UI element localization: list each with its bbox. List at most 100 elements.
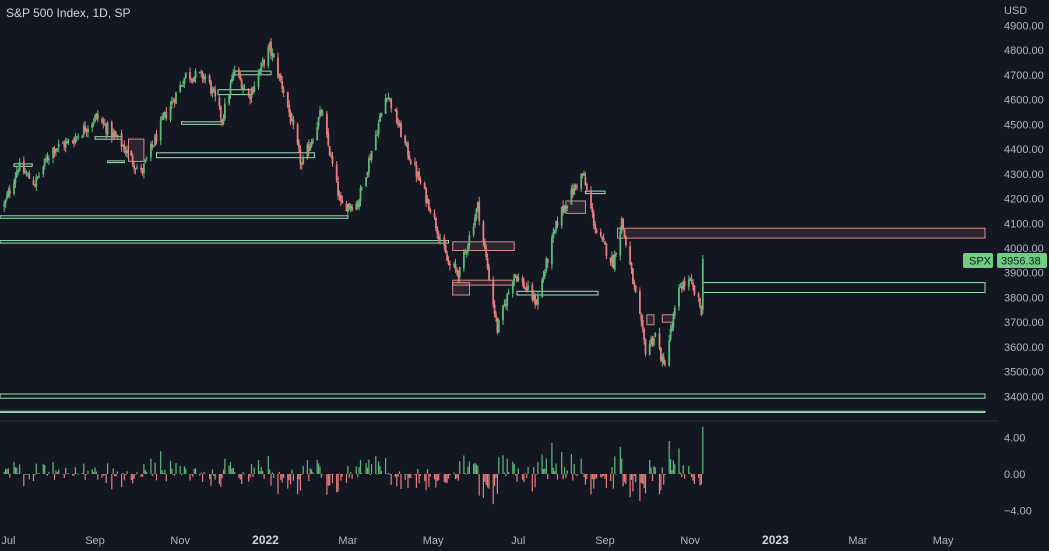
oscillator-bar xyxy=(153,473,155,475)
oscillator-bar xyxy=(340,474,342,481)
oscillator-bar xyxy=(143,464,145,474)
oscillator-bar xyxy=(181,474,183,476)
oscillator-bar xyxy=(612,474,614,489)
oscillator-bar xyxy=(531,474,533,492)
oscillator-bar xyxy=(351,474,353,479)
oscillator-bar xyxy=(13,461,15,474)
candle-body xyxy=(134,169,137,170)
oscillator-bar xyxy=(221,474,223,479)
candle-body xyxy=(247,89,250,96)
candle-body xyxy=(267,47,270,67)
oscillator-bar xyxy=(396,474,398,487)
candle-body xyxy=(298,143,300,149)
oscillator-bar xyxy=(526,474,528,479)
oscillator-bar xyxy=(83,463,85,474)
oscillator-bar xyxy=(278,471,280,474)
oscillator-bar xyxy=(155,474,158,481)
candle-body xyxy=(299,149,302,164)
oscillator-bar xyxy=(81,472,83,474)
oscillator-bar xyxy=(44,465,46,474)
oscillator-bar xyxy=(625,474,627,485)
oscillator-bar xyxy=(320,474,322,478)
candle-body xyxy=(390,98,393,109)
price-axis[interactable]: 4900.00 4800.00 4700.00 4600.00 4500.00 4400.… xyxy=(1004,20,1044,403)
time-axis[interactable]: Jul Sep Nov 2022 Mar May Jul Sep Nov 2023 Mar May xyxy=(1,533,954,547)
candle-body xyxy=(397,122,400,126)
candle-body xyxy=(92,122,95,124)
oscillator-bar xyxy=(506,458,508,474)
candle-body xyxy=(222,118,225,124)
oscillator-bar xyxy=(63,474,65,478)
oscillator-bar xyxy=(408,474,410,478)
oscillator-bar xyxy=(619,446,621,474)
candle-body xyxy=(683,281,686,286)
candle-body xyxy=(94,115,96,122)
candle-body xyxy=(15,171,18,178)
candle-body xyxy=(701,258,704,310)
candle-body xyxy=(101,119,103,122)
candle-body xyxy=(279,75,282,81)
oscillator-bar xyxy=(467,466,469,474)
oscillator-bar xyxy=(172,474,174,475)
candle-body xyxy=(198,72,201,73)
candle-body xyxy=(349,205,352,209)
currency-label: USD xyxy=(1004,5,1027,17)
oscillator-bar xyxy=(593,474,595,489)
oscillator-bar xyxy=(545,458,547,474)
oscillator-bar xyxy=(263,474,265,479)
candle-body xyxy=(261,60,264,63)
oscillator-bar xyxy=(601,474,603,478)
oscillator-bar xyxy=(357,474,359,478)
candle-body xyxy=(214,90,217,97)
oscillator-bar xyxy=(312,472,314,474)
oscillator-bar xyxy=(210,474,212,486)
oscillator-bar xyxy=(586,474,588,480)
candle-body xyxy=(693,285,696,295)
oscillator-bar xyxy=(389,474,391,475)
oscillator-bar xyxy=(453,472,455,474)
candle-body xyxy=(416,172,419,177)
candle-body xyxy=(623,229,626,237)
candle-body xyxy=(335,164,338,181)
oscillator-bar xyxy=(185,468,187,474)
oscillator-bar xyxy=(502,455,504,474)
candle-body xyxy=(106,123,109,135)
oscillator-bar xyxy=(414,474,416,475)
candle-body xyxy=(63,143,66,148)
candle-body xyxy=(345,203,348,212)
candle-body xyxy=(24,171,26,174)
candle-body xyxy=(408,155,411,160)
oscillator-bar xyxy=(179,466,181,474)
oscillator-bar xyxy=(358,467,360,474)
oscillator-bar xyxy=(122,473,124,474)
candle-body xyxy=(115,134,117,137)
oscillator-bar xyxy=(248,474,250,482)
candle-body xyxy=(404,136,407,143)
oscillator-bar xyxy=(533,467,535,474)
candle-body xyxy=(604,241,606,245)
oscillator-bar xyxy=(97,474,99,480)
candle-body xyxy=(46,157,49,161)
price-axis-label: 3500.00 xyxy=(1004,367,1044,379)
candle-body xyxy=(699,298,701,307)
candle-body xyxy=(400,123,402,138)
oscillator-bar xyxy=(105,474,107,484)
oscillator-bar xyxy=(700,474,702,485)
oscillator-bar xyxy=(102,474,104,476)
candle-body xyxy=(306,144,309,158)
oscillator-bar xyxy=(688,466,690,474)
price-axis-label: 3700.00 xyxy=(1004,317,1044,329)
candle-body xyxy=(43,158,46,167)
candle-body xyxy=(316,127,319,141)
candle-body xyxy=(379,115,381,122)
oscillator-bar xyxy=(273,474,275,478)
oscillator-bar xyxy=(485,474,487,485)
candle-body xyxy=(418,171,420,181)
candle-body xyxy=(542,276,545,280)
candle-body xyxy=(257,72,260,88)
oscillator-bar xyxy=(702,426,704,474)
oscillator-bar xyxy=(614,456,616,474)
zone-supply xyxy=(661,314,674,323)
oscillator-bar xyxy=(229,462,232,474)
